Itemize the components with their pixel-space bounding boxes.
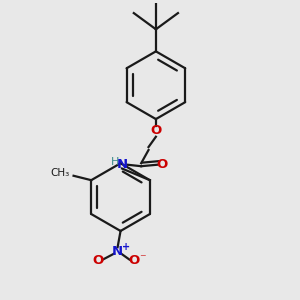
- Text: O: O: [150, 124, 161, 137]
- Text: N: N: [116, 158, 128, 171]
- Text: ⁻: ⁻: [139, 252, 145, 266]
- Text: H: H: [111, 158, 120, 167]
- Text: O: O: [128, 254, 140, 267]
- Text: O: O: [93, 254, 104, 267]
- Text: O: O: [156, 158, 167, 171]
- Text: CH₃: CH₃: [50, 168, 69, 178]
- Text: N: N: [112, 245, 123, 258]
- Text: +: +: [122, 242, 130, 252]
